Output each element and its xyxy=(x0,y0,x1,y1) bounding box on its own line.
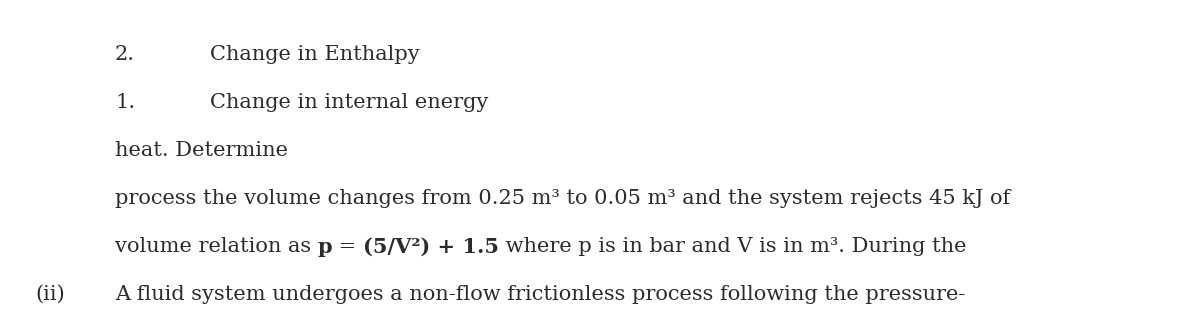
Text: process the volume changes from 0.25 m³ to 0.05 m³ and the system rejects 45 kJ : process the volume changes from 0.25 m³ … xyxy=(115,189,1010,208)
Text: volume relation as: volume relation as xyxy=(115,237,318,256)
Text: p: p xyxy=(318,237,332,257)
Text: Change in internal energy: Change in internal energy xyxy=(210,93,488,112)
Text: 1.: 1. xyxy=(115,93,136,112)
Text: (ii): (ii) xyxy=(35,285,65,304)
Text: A fluid system undergoes a non-flow frictionless process following the pressure-: A fluid system undergoes a non-flow fric… xyxy=(115,285,965,304)
Text: Change in Enthalpy: Change in Enthalpy xyxy=(210,45,420,64)
Text: heat. Determine: heat. Determine xyxy=(115,141,288,160)
Text: =: = xyxy=(332,237,364,256)
Text: (5/V²) + 1.5: (5/V²) + 1.5 xyxy=(364,237,499,257)
Text: 2.: 2. xyxy=(115,45,134,64)
Text: where p is in bar and V is in m³. During the: where p is in bar and V is in m³. During… xyxy=(499,237,967,256)
